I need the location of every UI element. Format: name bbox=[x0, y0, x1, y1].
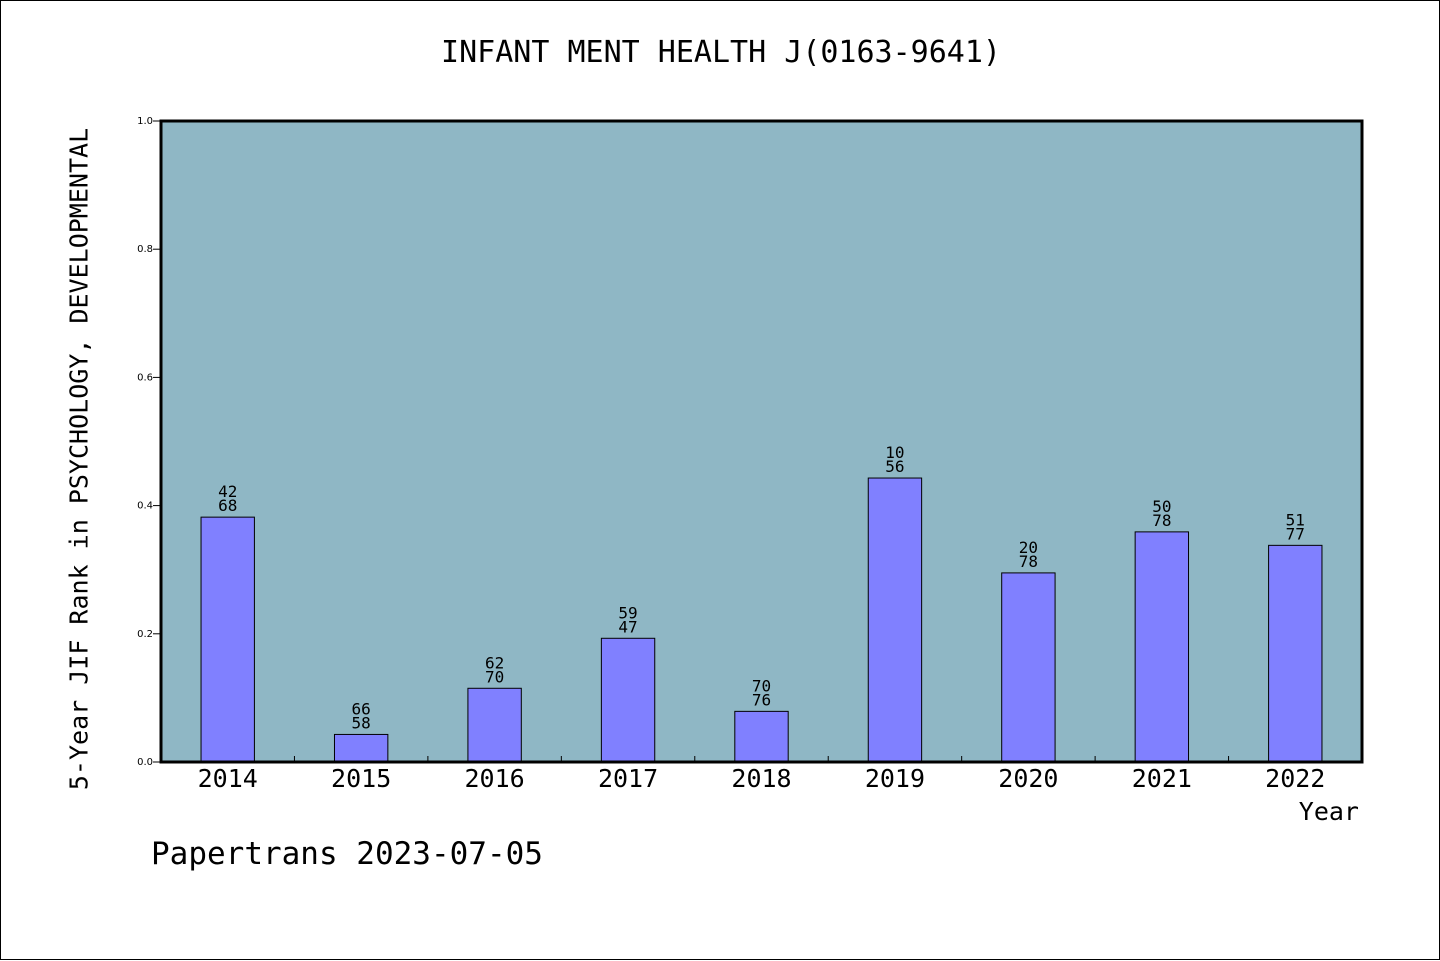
bar-label-bottom: 56 bbox=[885, 457, 904, 476]
bar bbox=[1001, 572, 1056, 763]
bar-label-bottom: 58 bbox=[352, 713, 371, 732]
bar-label-bottom: 78 bbox=[1019, 552, 1038, 571]
bar bbox=[1134, 531, 1190, 763]
bar-label-bottom: 76 bbox=[752, 690, 771, 709]
x-tick-label: 2015 bbox=[331, 764, 391, 793]
bar-label-top: 42 bbox=[218, 482, 237, 501]
y-tick-label: 0.8 bbox=[137, 244, 153, 255]
bar-label-top: 10 bbox=[885, 443, 904, 462]
bar bbox=[734, 710, 789, 763]
x-tick-label: 2020 bbox=[998, 764, 1058, 793]
bar-label-top: 20 bbox=[1019, 538, 1038, 557]
y-tick-label: 0.0 bbox=[137, 757, 153, 768]
bar bbox=[867, 477, 923, 763]
y-tick-label: 0.2 bbox=[137, 629, 153, 640]
y-axis-label: 5-Year JIF Rank in PSYCHOLOGY, DEVELOPME… bbox=[64, 127, 94, 791]
bar bbox=[1268, 544, 1323, 763]
bar-label-bottom: 47 bbox=[618, 617, 637, 636]
bar-label-bottom: 68 bbox=[218, 496, 237, 515]
x-tick-label: 2016 bbox=[465, 764, 525, 793]
x-tick-label: 2017 bbox=[598, 764, 658, 793]
x-tick-label: 2022 bbox=[1265, 764, 1325, 793]
x-tick-label: 2019 bbox=[865, 764, 925, 793]
bar bbox=[200, 516, 255, 763]
bar bbox=[600, 637, 656, 763]
y-tick-label: 0.4 bbox=[137, 501, 153, 512]
bar-label-top: 51 bbox=[1286, 510, 1305, 529]
x-tick-label: 2014 bbox=[198, 764, 258, 793]
x-tick-label: 2018 bbox=[731, 764, 791, 793]
x-tick-label: 2021 bbox=[1132, 764, 1192, 793]
bar-label-bottom: 70 bbox=[485, 667, 504, 686]
bar bbox=[333, 733, 389, 763]
chart-title: INFANT MENT HEALTH J(0163-9641) bbox=[441, 35, 1001, 70]
bar-label-top: 70 bbox=[752, 676, 771, 695]
bar-label-bottom: 78 bbox=[1152, 511, 1171, 530]
y-tick-label: 1.0 bbox=[137, 116, 153, 127]
x-axis-label: Year bbox=[1298, 797, 1359, 826]
bar-label-top: 59 bbox=[618, 603, 637, 622]
bar-label-top: 50 bbox=[1152, 497, 1171, 516]
bar-label-top: 66 bbox=[352, 699, 371, 718]
watermark-text: Papertrans 2023-07-05 bbox=[151, 836, 543, 872]
bar bbox=[467, 687, 522, 763]
bar-label-top: 62 bbox=[485, 653, 504, 672]
plot-border bbox=[159, 119, 1364, 764]
y-tick-label: 0.6 bbox=[137, 372, 153, 383]
bar-label-bottom: 77 bbox=[1286, 524, 1305, 543]
